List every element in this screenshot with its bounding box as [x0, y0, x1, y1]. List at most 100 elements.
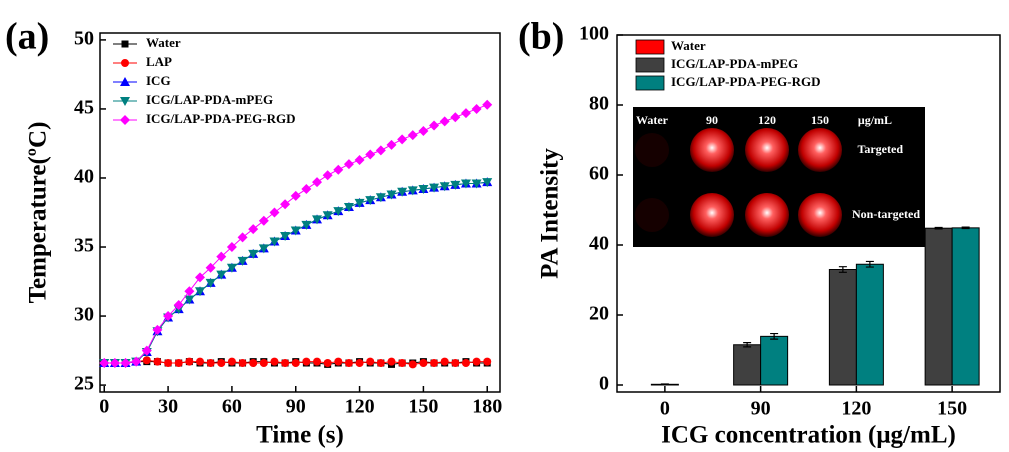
marker: [441, 358, 449, 366]
marker: [324, 359, 332, 367]
y-tick-label: 100: [579, 23, 609, 45]
y-tick-label: 0: [599, 373, 609, 395]
marker: [196, 358, 204, 366]
marker: [398, 359, 406, 367]
marker: [397, 134, 407, 144]
y-tick-label: 80: [589, 93, 609, 115]
marker: [472, 104, 482, 114]
marker: [269, 208, 279, 218]
marker: [228, 358, 236, 366]
bar: [856, 264, 883, 385]
marker: [344, 159, 354, 169]
marker: [301, 184, 311, 194]
marker: [409, 360, 417, 368]
x-tick-label: 60: [222, 396, 242, 418]
y-tick-label: 20: [589, 303, 609, 325]
marker: [270, 358, 278, 366]
x-axis-label: Time (s): [256, 422, 344, 449]
pa-spot: [798, 193, 842, 237]
marker: [333, 165, 343, 175]
marker: [239, 359, 247, 367]
inset-column-label: 150: [811, 113, 829, 127]
x-tick-label: 120: [841, 398, 871, 420]
marker: [175, 359, 183, 367]
marker: [462, 359, 470, 367]
marker: [260, 359, 268, 367]
inset-column-label: Water: [636, 113, 669, 127]
marker: [248, 224, 258, 234]
marker: [207, 359, 215, 367]
marker: [122, 41, 129, 48]
marker: [120, 115, 130, 125]
pa-spot: [690, 193, 734, 237]
x-tick-label: 150: [937, 398, 967, 420]
legend-label: Water: [671, 38, 706, 53]
pa-spot: [798, 128, 842, 172]
x-tick-label: 180: [472, 396, 502, 418]
y-tick-label: 35: [74, 235, 94, 257]
series-line: [104, 182, 487, 363]
x-axis-label: ICG concentration (μg/mL): [661, 422, 956, 449]
bar: [952, 228, 979, 385]
y-tick-label: 25: [74, 373, 94, 395]
pa-spot: [745, 193, 789, 237]
legend-swatch: [636, 58, 664, 72]
marker: [419, 359, 427, 367]
y-tick-label: 40: [74, 166, 94, 188]
legend-label: ICG/LAP-PDA-PEG-RGD: [671, 74, 821, 89]
y-tick-label: 40: [589, 233, 609, 255]
water-spot: [635, 133, 669, 167]
x-tick-label: 90: [286, 396, 306, 418]
marker: [153, 358, 161, 366]
marker: [217, 359, 225, 367]
marker: [345, 359, 353, 367]
inset-row-label: Targeted: [857, 142, 903, 156]
marker: [365, 150, 375, 160]
marker: [418, 126, 428, 136]
y-tick-label: 50: [74, 27, 94, 49]
marker: [280, 199, 290, 209]
legend-label: ICG/LAP-PDA-mPEG: [146, 92, 273, 107]
water-spot: [635, 198, 669, 232]
x-tick-label: 150: [408, 396, 438, 418]
bar: [761, 336, 788, 385]
x-tick-label: 120: [345, 396, 375, 418]
legend-label: LAP: [146, 54, 172, 69]
marker: [281, 359, 289, 367]
marker: [461, 108, 471, 118]
marker: [386, 140, 396, 150]
legend-swatch: [636, 76, 664, 90]
marker: [184, 286, 194, 296]
marker: [312, 177, 322, 187]
x-tick-label: 30: [158, 396, 178, 418]
x-tick-label: 90: [751, 398, 771, 420]
marker: [121, 59, 129, 67]
marker: [302, 358, 310, 366]
series-line: [104, 182, 487, 363]
marker: [313, 358, 321, 366]
legend-swatch: [636, 40, 664, 54]
legend-label: ICG: [146, 73, 171, 88]
legend-label: Water: [146, 35, 181, 50]
marker: [323, 170, 333, 180]
marker: [376, 145, 386, 155]
marker: [164, 359, 172, 367]
marker: [259, 216, 269, 226]
y-tick-label: 60: [589, 163, 609, 185]
y-axis-label: PA Intensity: [537, 148, 564, 279]
panel-label: (b): [518, 16, 564, 58]
marker: [408, 130, 418, 140]
marker: [355, 155, 365, 165]
inset-column-label: μg/mL: [858, 113, 892, 127]
y-tick-label: 45: [74, 97, 94, 119]
marker: [249, 359, 257, 367]
marker: [356, 359, 364, 367]
marker: [430, 359, 438, 367]
bar: [925, 228, 952, 385]
y-tick-label: 30: [74, 304, 94, 326]
marker: [451, 359, 459, 367]
x-tick-label: 0: [99, 396, 109, 418]
marker: [377, 359, 385, 367]
marker: [292, 359, 300, 367]
bar: [829, 270, 856, 386]
